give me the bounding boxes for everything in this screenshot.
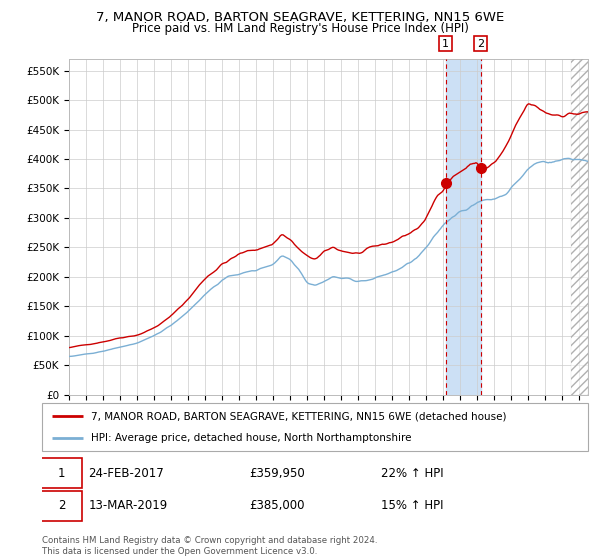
Text: HPI: Average price, detached house, North Northamptonshire: HPI: Average price, detached house, Nort… — [91, 433, 412, 443]
Text: 7, MANOR ROAD, BARTON SEAGRAVE, KETTERING, NN15 6WE (detached house): 7, MANOR ROAD, BARTON SEAGRAVE, KETTERIN… — [91, 411, 506, 421]
FancyBboxPatch shape — [41, 491, 82, 521]
Text: £359,950: £359,950 — [250, 466, 305, 479]
Text: Contains HM Land Registry data © Crown copyright and database right 2024.
This d: Contains HM Land Registry data © Crown c… — [42, 536, 377, 556]
Text: 1: 1 — [442, 39, 449, 49]
Text: 15% ↑ HPI: 15% ↑ HPI — [380, 500, 443, 512]
Text: 2: 2 — [477, 39, 484, 49]
Text: 22% ↑ HPI: 22% ↑ HPI — [380, 466, 443, 479]
Text: 24-FEB-2017: 24-FEB-2017 — [88, 466, 164, 479]
Text: 7, MANOR ROAD, BARTON SEAGRAVE, KETTERING, NN15 6WE: 7, MANOR ROAD, BARTON SEAGRAVE, KETTERIN… — [96, 11, 504, 24]
Text: £385,000: £385,000 — [250, 500, 305, 512]
Text: 1: 1 — [58, 466, 65, 479]
Bar — [446, 59, 481, 395]
Text: 2: 2 — [58, 500, 65, 512]
Text: Price paid vs. HM Land Registry's House Price Index (HPI): Price paid vs. HM Land Registry's House … — [131, 22, 469, 35]
FancyBboxPatch shape — [42, 403, 588, 451]
Text: 13-MAR-2019: 13-MAR-2019 — [88, 500, 167, 512]
FancyBboxPatch shape — [41, 458, 82, 488]
